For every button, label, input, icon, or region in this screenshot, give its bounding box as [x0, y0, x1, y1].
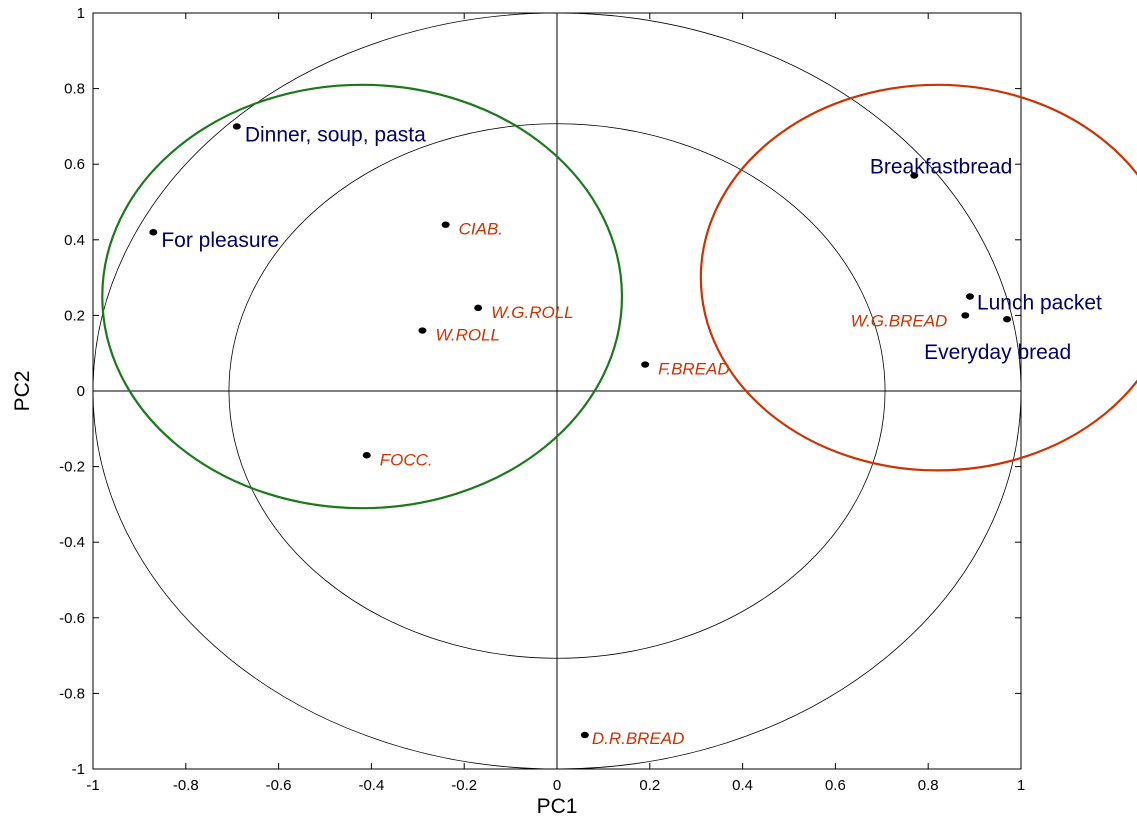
- x-tick-label: -0.4: [358, 777, 384, 794]
- data-point: [441, 221, 450, 228]
- reference-lines: [93, 13, 1021, 769]
- x-tick-label: 0.2: [639, 777, 660, 794]
- data-point: [641, 361, 650, 368]
- y-axis-title: PC2: [11, 371, 34, 412]
- x-tick-label: 1: [1017, 777, 1025, 794]
- y-tick-label: 0.4: [64, 232, 85, 249]
- data-point: [149, 229, 158, 236]
- point-label: D.R.BREAD: [592, 729, 685, 748]
- data-point: [965, 293, 974, 300]
- x-tick-label: 0.4: [732, 777, 753, 794]
- highlight-circle-1: [101, 83, 624, 510]
- y-tick-label: -0.4: [59, 534, 85, 551]
- data-point: [232, 123, 241, 130]
- point-label: FOCC.: [380, 450, 433, 469]
- point-label: CIAB.: [459, 220, 503, 239]
- y-tick-label: -0.6: [59, 610, 85, 627]
- highlight-circle-2: [699, 83, 1137, 472]
- point-label: Everyday bread: [924, 341, 1071, 364]
- x-axis-title: PC1: [537, 795, 578, 818]
- point-label: Lunch packet: [977, 292, 1102, 315]
- point-label: Breakfastbread: [870, 156, 1012, 179]
- x-tick-label: -0.2: [451, 777, 477, 794]
- y-tick-label: 0.6: [64, 156, 85, 173]
- y-tick-label: 0.2: [64, 307, 85, 324]
- x-tick-label: -1: [86, 777, 99, 794]
- point-label: For pleasure: [161, 229, 279, 252]
- x-tick-label: 0: [553, 777, 561, 794]
- data-point: [474, 304, 483, 312]
- x-tick-label: 0.8: [918, 777, 939, 794]
- point-label: W.ROLL: [435, 326, 500, 345]
- point-label: W.G.BREAD: [851, 311, 948, 330]
- y-tick-label: -0.8: [59, 685, 85, 702]
- x-tick-label: -0.6: [266, 777, 292, 794]
- data-point: [362, 452, 371, 459]
- data-points: Dinner, soup, pasta For pleasure Breakfast…: [149, 123, 1102, 748]
- point-label: W.G.ROLL: [491, 303, 574, 322]
- data-point: [961, 312, 970, 319]
- point-label: F.BREAD: [658, 360, 730, 379]
- x-tick-label: 0.6: [825, 777, 846, 794]
- y-tick-label: 0.8: [64, 81, 85, 98]
- data-point: [418, 327, 427, 334]
- point-label: Dinner, soup, pasta: [245, 123, 426, 146]
- data-point: [580, 731, 589, 739]
- data-point: [1003, 315, 1012, 323]
- y-tick-label: -0.2: [59, 459, 85, 476]
- axis-ticks: -1 -0.8 -0.6 -0.4 -0.2 0 0.2 0.4 0.6 0.8 1 -1 -0.8 -0…: [59, 5, 1137, 794]
- y-tick-label: -1: [72, 761, 85, 778]
- y-tick-label: 0: [77, 383, 85, 400]
- y-tick-label: 1: [77, 5, 85, 22]
- x-tick-label: -0.8: [173, 777, 199, 794]
- data-point: [910, 172, 919, 179]
